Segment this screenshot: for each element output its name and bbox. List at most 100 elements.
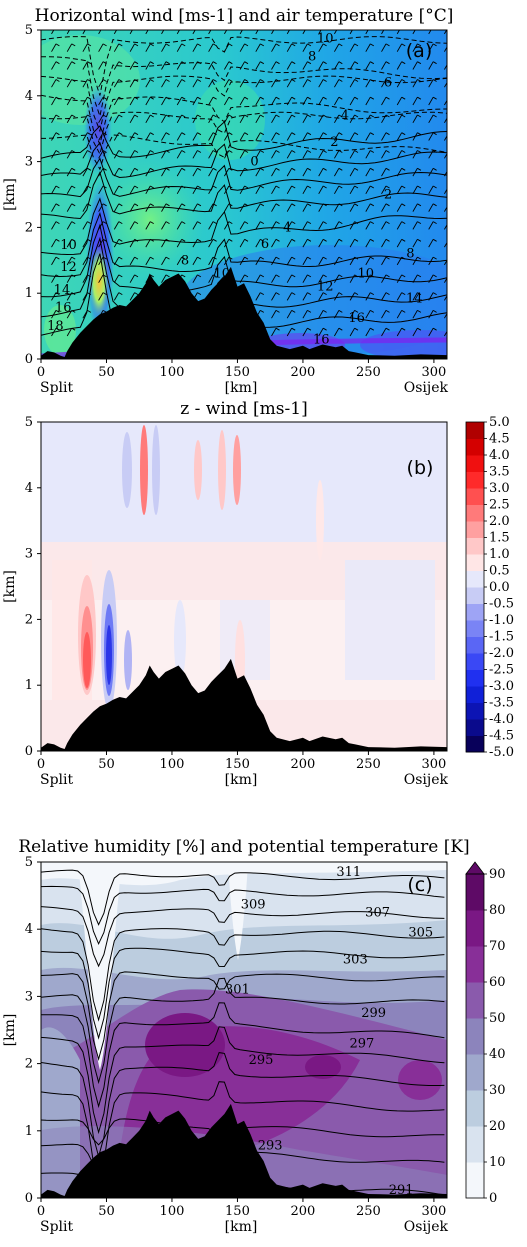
panel-c-axes: 0 50 100 150 200 250 300 0 1 2 3 4 5 [km] Split Osijek [… [2, 855, 449, 1235]
wind-barb [208, 132, 214, 141]
wind-barb-feather [150, 274, 154, 278]
wind-barb [271, 256, 277, 266]
isentrope [41, 1052, 445, 1159]
wind-barb [334, 150, 340, 159]
wind-barb-feather [432, 96, 437, 100]
wind-barb-feather [370, 26, 374, 28]
colorbar-tick-label: 30 [489, 1083, 506, 1098]
wind-barb [302, 256, 308, 266]
wind-barb [66, 185, 73, 195]
wind-barb-feather [71, 256, 76, 260]
colorbar-tick-label: -4.0 [489, 712, 514, 727]
x-tick-label: 200 [291, 1204, 316, 1219]
wind-barb-feather [449, 151, 452, 153]
wind-barb-feather [260, 238, 265, 242]
wind-barb-feather [275, 96, 280, 100]
wind-barb-feather [87, 114, 92, 118]
wind-barb [176, 79, 183, 88]
wind-barb [381, 239, 387, 248]
wind-barb-feather [338, 96, 343, 100]
wind-barb [255, 185, 261, 195]
wind-barb [239, 168, 245, 177]
wind-barb [349, 185, 355, 195]
y-axis-label: [km] [2, 178, 18, 211]
isotherm [41, 157, 447, 198]
wind-barb-feather [322, 274, 327, 278]
wind-barb-feather [71, 203, 76, 207]
wind-barb [286, 274, 293, 283]
wind-barb-feather [228, 167, 233, 171]
wind-barb-feather [71, 150, 76, 153]
wind-barb-feather [118, 132, 123, 136]
wind-barb [286, 256, 293, 266]
wind-barb-feather [354, 203, 359, 207]
wind-barb [349, 221, 355, 230]
wind-barb [271, 114, 277, 124]
wind-barb [82, 256, 88, 266]
wind-barb-feather [385, 238, 390, 242]
wind-barb-feather [165, 43, 170, 47]
wind-barb [113, 239, 120, 248]
wind-barb [349, 150, 355, 159]
contour-label: 10 [60, 238, 77, 253]
wind-barb [412, 185, 418, 195]
wind-barb-feather [386, 26, 390, 28]
contour-label: 6 [261, 237, 269, 252]
y-tick-label: 5 [25, 415, 33, 430]
contour-label: 18 [47, 319, 64, 334]
wind-barb-feather [354, 221, 359, 224]
wind-barb [428, 292, 434, 301]
wind-barb-feather [134, 96, 139, 100]
x-tick-label: 100 [160, 1204, 185, 1219]
colorbar-swatch [466, 982, 484, 1019]
wind-barb [302, 310, 308, 319]
wind-barb-feather [150, 132, 154, 136]
x-tick-label: 100 [160, 757, 185, 772]
wind-barb [286, 203, 293, 212]
wind-barb-feather [432, 238, 437, 242]
wind-barb [145, 96, 151, 106]
wind-barb-feather [71, 114, 76, 118]
wind-barb-feather [432, 310, 437, 313]
wind-barb [381, 203, 387, 212]
wind-barb-feather [228, 238, 233, 242]
colorbar-tick-label: -2.5 [489, 663, 514, 678]
wind-barb-feather [165, 96, 170, 100]
wind-barb-feather [275, 61, 280, 65]
x-tick-label: 200 [291, 757, 316, 772]
wind-barb-feather [291, 185, 296, 189]
wind-barb [82, 61, 88, 70]
wind-barb-feather [401, 203, 406, 207]
wind-barb-feather [370, 274, 375, 278]
contour-label: 8 [181, 253, 189, 268]
wind-barb-feather [370, 167, 375, 171]
wind-barb-feather [401, 167, 406, 171]
wind-barb [428, 274, 434, 283]
x-tick-label: 150 [225, 757, 250, 772]
wind-barb-feather [134, 61, 139, 65]
wind-barb-feather [102, 43, 107, 47]
wind-barb-feather [181, 43, 186, 47]
wind-barb [82, 292, 88, 301]
wind-barb-feather [417, 185, 422, 189]
wind-barb-feather [118, 114, 123, 118]
wind-barb [82, 43, 88, 52]
panel-a-label: (a) [406, 40, 432, 62]
isentrope [41, 947, 445, 1040]
wind-barb-feather [212, 150, 217, 153]
wind-barb-feather [292, 26, 296, 28]
wind-barb-feather [165, 150, 170, 153]
colorbar-swatch [466, 1018, 484, 1055]
x-tick-label: 250 [356, 365, 381, 380]
wind-barb [239, 79, 245, 88]
wind-barb-feather [449, 186, 452, 188]
wind-barb-feather [87, 292, 92, 295]
wind-barb-feather [432, 203, 437, 207]
wind-barb [192, 203, 198, 212]
wind-barb [302, 96, 308, 106]
wind-barb [82, 185, 88, 195]
wind-barb [255, 256, 261, 266]
wind-barb-feather [291, 150, 296, 153]
